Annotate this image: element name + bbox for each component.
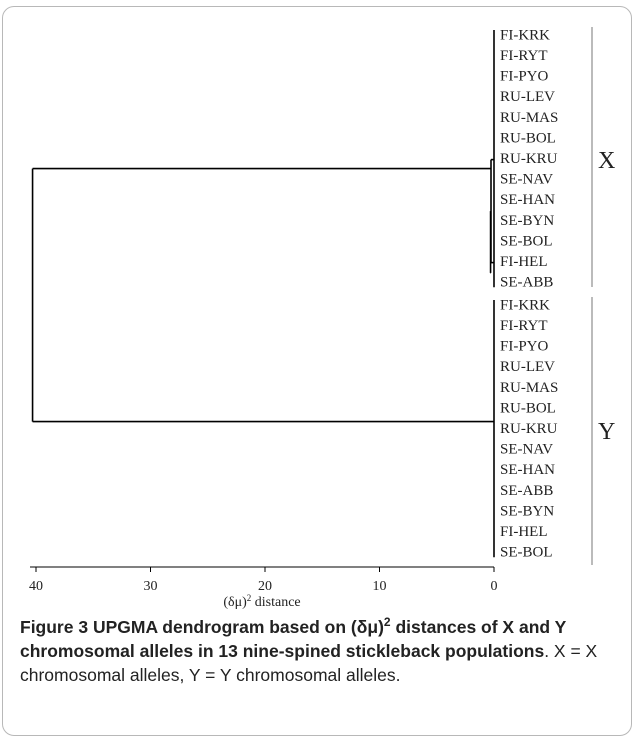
- leaf-label: SE-HAN: [500, 192, 555, 208]
- leaf-label: SE-ABB: [500, 275, 553, 291]
- leaf-label: RU-BOL: [500, 130, 556, 146]
- caption-title-superscript: 2: [383, 615, 391, 629]
- leaf-label: FI-KRK: [500, 297, 550, 313]
- x-tick-label: 10: [373, 579, 387, 594]
- x-tick-label: 30: [144, 579, 158, 594]
- caption-figure-number: Figure 3: [20, 616, 89, 637]
- leaf-label: SE-BYN: [500, 503, 554, 519]
- leaf-label: RU-MAS: [500, 380, 558, 396]
- leaf-labels: FI-KRK FI-RYT FI-PYO RU-LEV RU-MAS RU-BOL RU-K…: [500, 27, 558, 560]
- caption-title-part-b: distances of X and Y chromosomal alleles…: [20, 616, 566, 661]
- leaf-label: RU-MAS: [500, 110, 558, 126]
- x-tick-label: 20: [258, 579, 272, 594]
- x-axis-ticks: 40 30 20 10 0: [29, 567, 498, 594]
- leaf-label: SE-NAV: [500, 172, 553, 188]
- leaf-label: RU-LEV: [500, 359, 555, 375]
- leaf-label: FI-KRK: [500, 27, 550, 43]
- leaf-label: FI-HEL: [500, 524, 548, 540]
- leaf-label: SE-BYN: [500, 213, 554, 229]
- caption-title-part-a: UPGMA dendrogram based on (δμ): [88, 616, 384, 637]
- leaf-label: RU-KRU: [500, 151, 558, 167]
- leaf-label: RU-LEV: [500, 89, 555, 105]
- x-group-label: X: [598, 148, 615, 174]
- x-tick-label: 40: [29, 579, 43, 594]
- leaf-label: FI-RYT: [500, 318, 548, 334]
- leaf-label: RU-BOL: [500, 400, 556, 416]
- leaf-label: FI-HEL: [500, 254, 548, 270]
- y-group-label: Y: [598, 419, 615, 445]
- leaf-label: SE-BOL: [500, 233, 553, 249]
- leaf-label: FI-PYO: [500, 339, 549, 355]
- leaf-label: FI-PYO: [500, 69, 549, 85]
- dendrogram: FI-KRK FI-RYT FI-PYO RU-LEV RU-MAS RU-BOL RU-K…: [29, 27, 615, 610]
- x-axis-label: (δμ)2 distance: [223, 593, 300, 610]
- leaf-label: SE-BOL: [500, 545, 553, 561]
- caption-body: . X = X chromosomal alleles, Y = Y chrom…: [20, 640, 598, 685]
- leaf-label: RU-KRU: [500, 421, 558, 437]
- leaf-label: SE-HAN: [500, 462, 555, 478]
- x-tick-label: 0: [491, 579, 498, 594]
- dendrogram-branches: [31, 30, 495, 558]
- leaf-label: SE-NAV: [500, 442, 553, 458]
- figure-caption: Figure 3 UPGMA dendrogram based on (δμ)2…: [20, 610, 620, 687]
- leaf-label: FI-RYT: [500, 48, 548, 64]
- figure-frame: [2, 6, 632, 736]
- leaf-label: SE-ABB: [500, 483, 553, 499]
